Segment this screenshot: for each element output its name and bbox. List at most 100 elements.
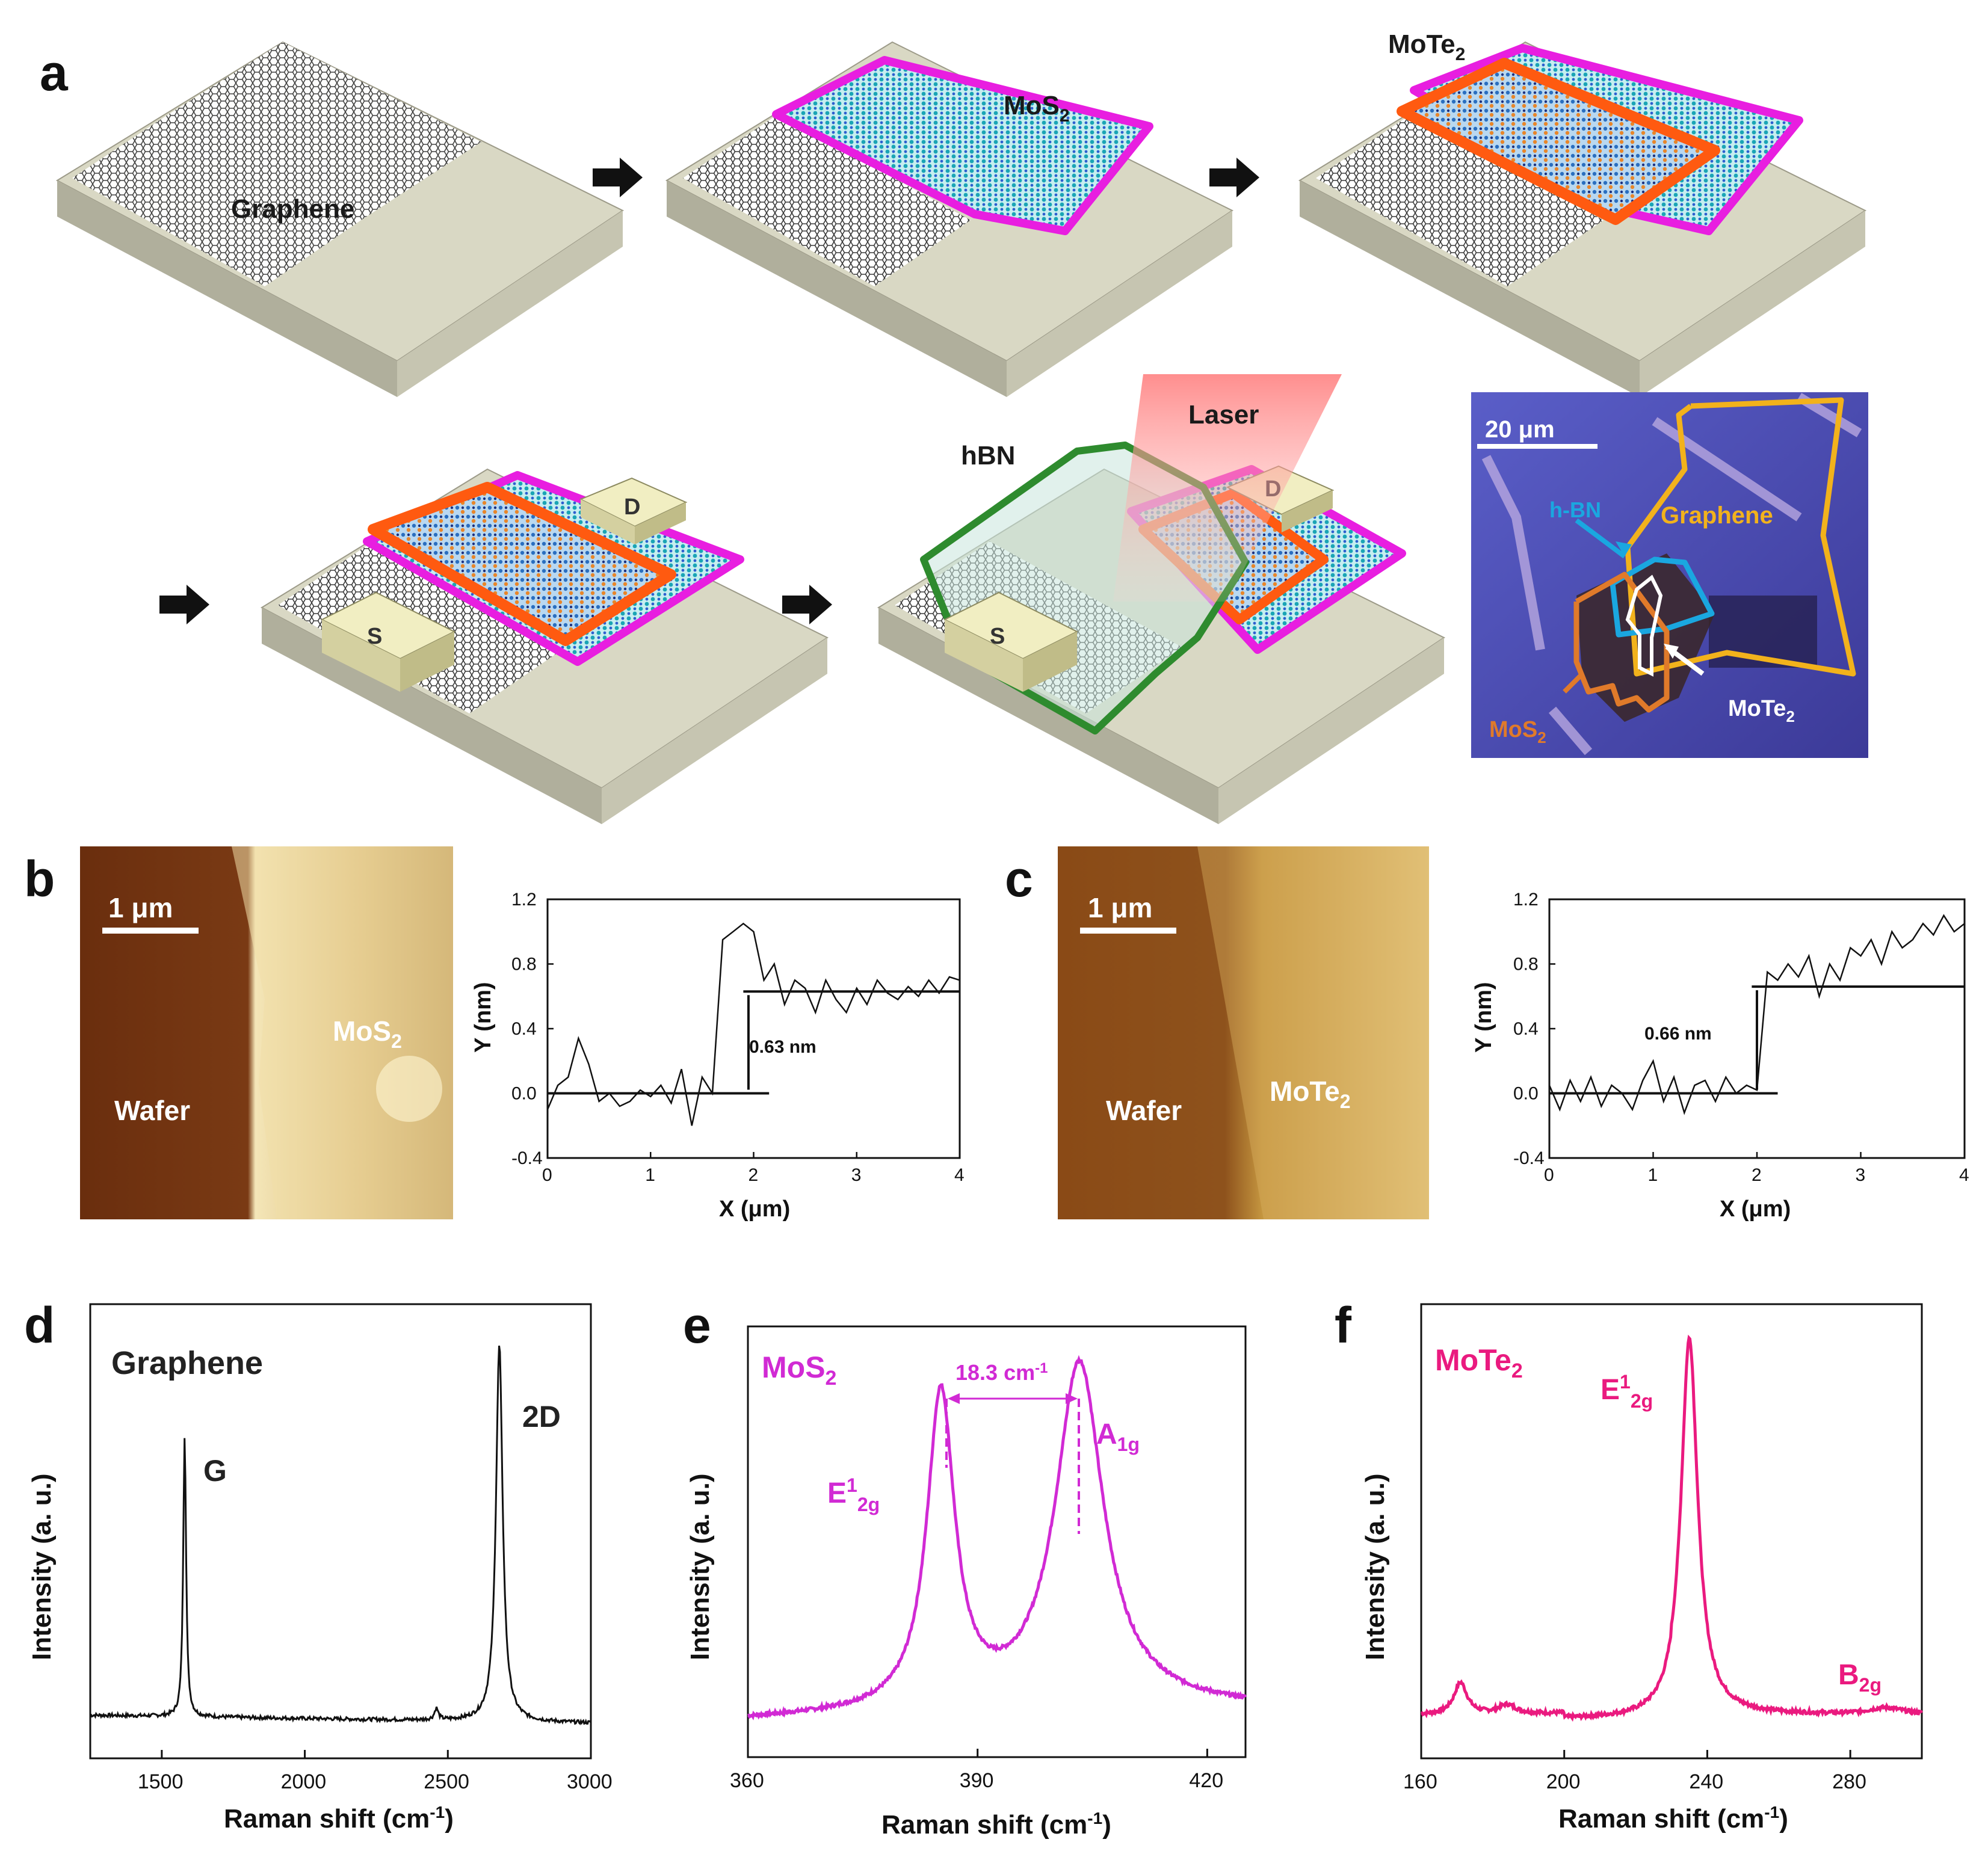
raman-f-peak-e: E12g xyxy=(1601,1371,1653,1412)
afm-b-xtick: 4 xyxy=(954,1165,965,1185)
arrow-4 xyxy=(782,585,832,624)
raman-f-xlabel: Raman shift (cm-1) xyxy=(1558,1803,1788,1834)
label-mote2: MoTe2 xyxy=(1388,29,1465,64)
arrow-3 xyxy=(159,585,209,624)
afm-c-xtick: 4 xyxy=(1959,1165,1969,1185)
source-label: S xyxy=(990,624,1005,649)
afm-b-scale: 1 μm xyxy=(108,892,173,923)
drain-electrode: D xyxy=(579,477,688,544)
panel-letter-b: b xyxy=(24,851,55,907)
raman-d-ylabel: Intensity (a. u.) xyxy=(27,1474,57,1660)
panel-letter-e: e xyxy=(683,1297,711,1353)
optical-micrograph: 20 μm h-BN Graphene MoTe2 MoS2 xyxy=(1471,392,1868,758)
panel-letter-a: a xyxy=(40,45,69,101)
afm-c-xlabel: X (μm) xyxy=(1720,1196,1791,1222)
afm-b-xtick: 3 xyxy=(851,1165,862,1185)
afm-b-wafer: Wafer xyxy=(114,1095,190,1126)
stage-3-mote2: MoTe2 xyxy=(1298,29,1866,397)
afm-b-ylabel: Y (nm) xyxy=(471,982,496,1053)
raman-e-xlabel: Raman shift (cm-1) xyxy=(881,1809,1111,1840)
panel-f: f 160 200 240 280 MoTe2 E12g B2g Intensity … xyxy=(1335,1297,1924,1834)
raman-e-frame xyxy=(747,1325,1247,1758)
raman-f-ticks: 160 200 240 280 xyxy=(1403,1750,1866,1793)
afm-b-xtick: 2 xyxy=(749,1165,759,1185)
panel-e: e 360 390 420 MoS2 18.3 cm-1 E12g A1g Inte… xyxy=(683,1297,1247,1840)
raman-e-peak-e: E12g xyxy=(827,1474,880,1515)
afm-c-wafer: Wafer xyxy=(1106,1095,1182,1126)
label-laser: Laser xyxy=(1188,400,1259,430)
raman-d-xtick: 2500 xyxy=(424,1770,469,1793)
raman-d-xtick: 2000 xyxy=(281,1770,327,1793)
label-mos2: MoS2 xyxy=(1004,91,1070,126)
afm-b-scale-bar xyxy=(102,928,199,934)
raman-e-xtick: 420 xyxy=(1189,1769,1223,1792)
raman-d-ticks: 1500 2000 2500 3000 xyxy=(138,1750,613,1793)
scale-bar xyxy=(1477,444,1597,449)
panel-letter-f: f xyxy=(1335,1297,1352,1353)
raman-d-peak-g: G xyxy=(203,1454,227,1488)
raman-e-ylabel: Intensity (a. u.) xyxy=(685,1474,715,1660)
afm-c-ytick: -0.4 xyxy=(1513,1148,1545,1168)
panel-a: a Graphene MoS2 xyxy=(40,29,1868,824)
source-label: S xyxy=(367,624,382,649)
panel-letter-d: d xyxy=(24,1297,55,1353)
afm-c-scale: 1 μm xyxy=(1088,892,1152,923)
afm-c-ytick: 0.0 xyxy=(1513,1084,1539,1104)
raman-f-xtick: 200 xyxy=(1546,1770,1581,1793)
graphene-outline xyxy=(1625,397,1856,677)
panel-c: c 1 μm Wafer MoTe2 Y (nm) X (μm) 0.66 nm… xyxy=(1005,846,1969,1222)
raman-f-ylabel: Intensity (a. u.) xyxy=(1360,1474,1390,1660)
micro-scale-label: 20 μm xyxy=(1485,416,1555,443)
afm-image-b: 1 μm Wafer MoS2 xyxy=(80,846,453,1219)
source-electrode: S xyxy=(320,591,456,692)
afm-b-material: MoS2 xyxy=(333,1015,402,1052)
raman-d-xlabel: Raman shift (cm-1) xyxy=(224,1803,454,1834)
laser-beam xyxy=(1113,374,1342,602)
afm-c-ytick: 1.2 xyxy=(1513,890,1539,910)
afm-b-ytick: 0.8 xyxy=(511,955,537,975)
raman-e-xtick: 390 xyxy=(960,1769,994,1792)
afm-c-xtick: 1 xyxy=(1648,1165,1658,1185)
mote2-outline xyxy=(1625,574,1663,677)
raman-d-title: Graphene xyxy=(111,1345,263,1381)
afm-b-xlabel: X (μm) xyxy=(719,1196,790,1222)
raman-f-peak-b: B2g xyxy=(1838,1659,1881,1696)
arrow-2 xyxy=(1209,158,1259,197)
raman-e-separation: 18.3 cm-1 xyxy=(955,1360,1048,1385)
raman-e-spectrum xyxy=(747,1355,1247,1720)
stage-1-graphene: Graphene xyxy=(55,41,624,397)
afm-c-material: MoTe2 xyxy=(1270,1076,1350,1112)
afm-b-profile-chart: Y (nm) X (μm) 0.63 nm 0 1 2 3 4 1.2 0.8 0.4 0.0 -… xyxy=(471,890,965,1222)
panel-b: b 1 μm Wafer MoS2 Y (nm) X (μm) 0.63 nm … xyxy=(24,846,965,1222)
source-electrode: S xyxy=(943,591,1079,692)
micro-mos2-label: MoS2 xyxy=(1489,717,1546,747)
afm-b-ytick: 0.4 xyxy=(511,1019,537,1039)
afm-b-profile-line xyxy=(546,922,960,1126)
raman-e-title: MoS2 xyxy=(762,1350,836,1390)
raman-f-xtick: 240 xyxy=(1689,1770,1723,1793)
raman-f-title: MoTe2 xyxy=(1435,1343,1523,1382)
afm-b-frame xyxy=(546,898,961,1159)
afm-c-profile-line xyxy=(1548,914,1965,1115)
hbn-outline xyxy=(1610,556,1715,638)
raman-f-xtick: 160 xyxy=(1403,1770,1437,1793)
afm-c-profile-chart: Y (nm) X (μm) 0.66 nm 0 1 2 3 4 1.2 0.8 0.4 0.0 -… xyxy=(1471,890,1969,1222)
micro-mote2-label: MoTe2 xyxy=(1728,696,1795,725)
afm-b-xtick: 0 xyxy=(542,1165,552,1185)
stage-2-mos2: MoS2 xyxy=(665,41,1233,397)
afm-c-xtick: 0 xyxy=(1544,1165,1554,1185)
stage-4-electrodes: D S xyxy=(260,468,829,824)
panel-d: d 1500 2000 2500 3000 Graphene G 2D Intensi… xyxy=(24,1297,613,1834)
drain-label: D xyxy=(624,494,640,520)
afm-b-ytick: 1.2 xyxy=(511,890,537,910)
afm-c-step: 0.66 nm xyxy=(1644,1024,1712,1044)
afm-b-xtick: 1 xyxy=(645,1165,655,1185)
raman-e-xtick: 360 xyxy=(730,1769,764,1792)
afm-image-c: 1 μm Wafer MoTe2 xyxy=(1058,846,1429,1219)
raman-d-xtick: 3000 xyxy=(567,1770,613,1793)
label-hbn: hBN xyxy=(961,441,1015,470)
afm-c-ylabel: Y (nm) xyxy=(1471,982,1496,1053)
raman-e-ticks: 360 390 420 xyxy=(730,1749,1223,1792)
afm-b-step: 0.63 nm xyxy=(749,1037,816,1057)
